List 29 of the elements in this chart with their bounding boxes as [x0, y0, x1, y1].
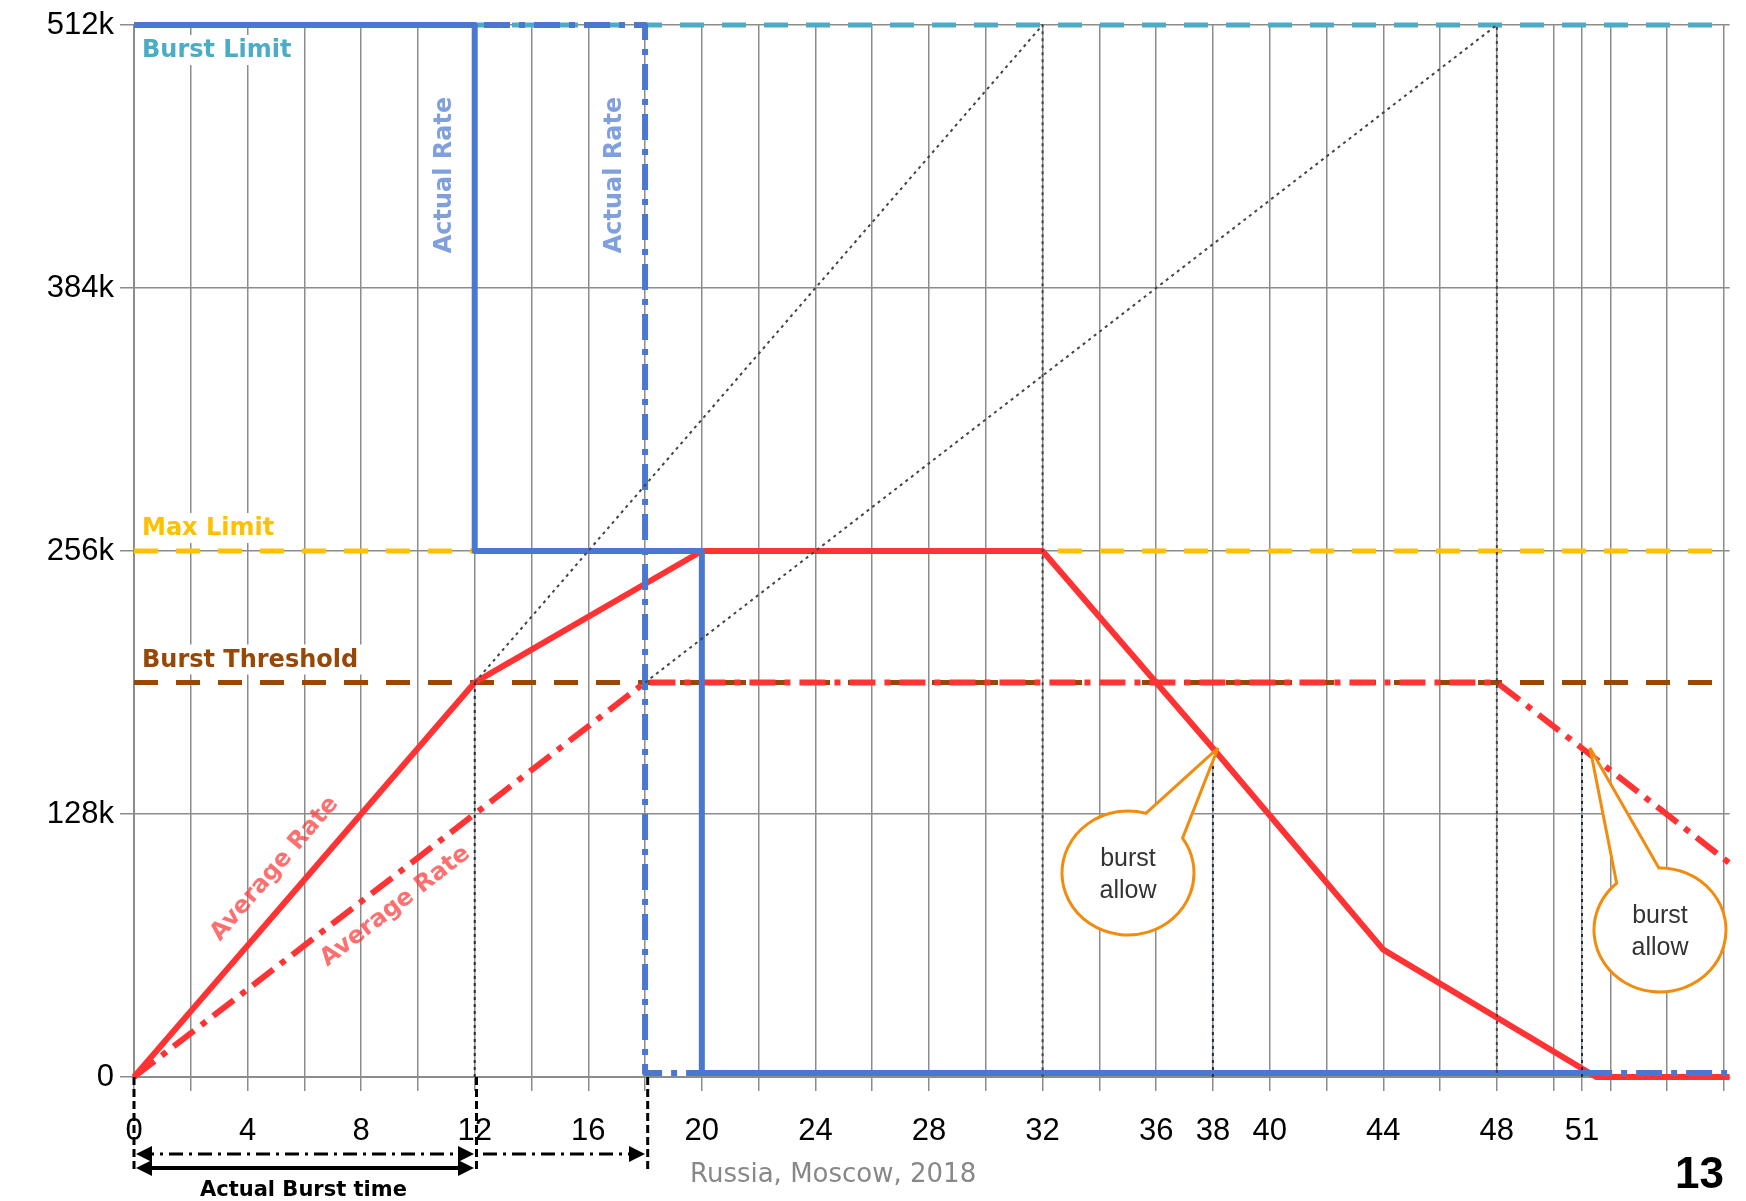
x-tick-label: 32: [1025, 1112, 1060, 1148]
x-tick-label: 38: [1195, 1112, 1231, 1148]
x-tick-label: 40: [1252, 1112, 1287, 1148]
x-tick-label: 4: [238, 1112, 257, 1148]
text: Actual Rate: [428, 96, 457, 254]
y-tick-label: 128k: [46, 794, 115, 830]
y-tick-label: 0: [96, 1057, 114, 1093]
y-tick-label: 512k: [46, 5, 115, 41]
x-tick-label: 36: [1138, 1112, 1174, 1148]
x-tick-label: 28: [911, 1112, 947, 1148]
y-tick-label: 256k: [46, 531, 115, 567]
x-tick-label: 51: [1564, 1112, 1600, 1148]
x-tick-label: 16: [571, 1112, 606, 1148]
ref-line-label: Burst Threshold: [142, 644, 359, 673]
x-tick-label: 48: [1479, 1112, 1515, 1148]
ref-line-label: Burst Limit: [142, 35, 292, 64]
y-tick-label: 384k: [46, 268, 115, 304]
ref-line-label: Max Limit: [142, 513, 275, 542]
text: 13: [1675, 1148, 1724, 1198]
text: Actual Rate: [599, 96, 628, 254]
x-tick-label: 8: [352, 1112, 370, 1148]
annotation: burst allow: [1098, 842, 1158, 905]
text: Actual Burst time: [200, 1177, 407, 1201]
annotation: burst allow: [1630, 899, 1690, 962]
text: Russia, Moscow, 2018: [690, 1158, 977, 1188]
x-tick-label: 24: [798, 1112, 833, 1148]
x-tick-label: 44: [1366, 1112, 1401, 1148]
x-tick-label: 12: [457, 1112, 492, 1148]
x-tick-label: 20: [684, 1112, 720, 1148]
